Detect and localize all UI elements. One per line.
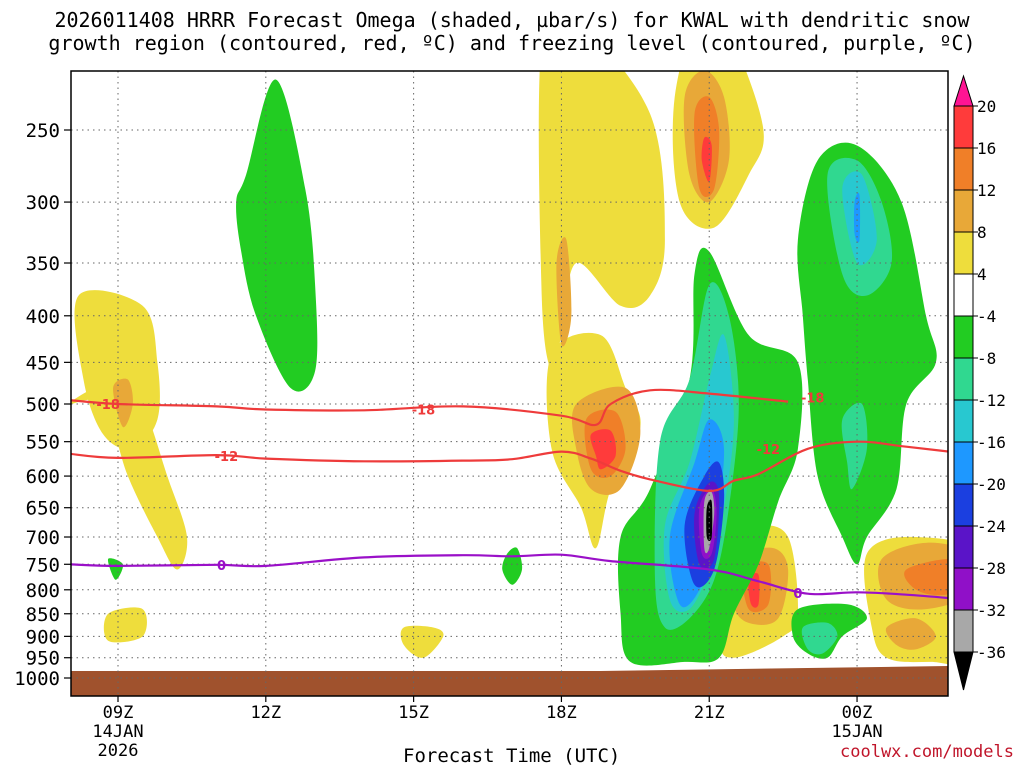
y-tick-label: 600: [26, 466, 60, 488]
contour-label: -18: [96, 398, 120, 413]
colorbar-segment: [953, 147, 974, 191]
contour-layer: -18 -18 -18 -12 -12 0 0: [71, 388, 948, 602]
colorbar-segment: [953, 483, 974, 527]
colorbar-segment: [953, 609, 974, 653]
colorbar-label: 8: [977, 223, 987, 242]
colorbar-label: -32: [977, 601, 1006, 620]
colorbar-label: 16: [977, 139, 996, 158]
colorbar-label: 20: [977, 97, 996, 116]
contour-label: -18: [801, 392, 825, 407]
y-tick-label: 500: [26, 394, 60, 416]
temperature-contour--18: [71, 388, 789, 427]
plot-frame: [70, 70, 949, 697]
ground-surface: [71, 666, 948, 696]
colorbar-segment: [953, 231, 974, 275]
omega-shading-layer: [71, 71, 948, 666]
colorbar-segment: [953, 441, 974, 485]
x-tick-label: 15Z: [398, 703, 429, 723]
colorbar-label: -8: [977, 349, 996, 368]
x-tick-label: 15JAN: [831, 722, 882, 742]
x-tick-label: 09Z: [103, 703, 134, 723]
y-tick-label: 800: [26, 580, 60, 602]
omega-colorbar: 20 16 12 8 4 -4 -8 -12 -16 -20 -24 -28 -32 -36: [953, 74, 1006, 691]
colorbar-label: -20: [977, 475, 1006, 494]
y-tick-label: 1000: [14, 668, 60, 690]
colorbar-segment: [953, 399, 974, 443]
colorbar-label: 12: [977, 181, 996, 200]
omega-region--16: [854, 192, 861, 243]
chart-title-line-2: growth region (contoured, red, ºC) and f…: [48, 31, 976, 55]
omega-region-12: [904, 558, 948, 596]
chart-title-line-1: 2026011408 HRRR Forecast Omega (shaded, …: [54, 8, 970, 32]
colorbar-segment: [953, 357, 974, 401]
pressure-axis: 2503003504004505005506006507007508008509…: [14, 120, 71, 690]
omega-region--8: [801, 622, 838, 655]
omega-region--8: [841, 402, 868, 490]
y-tick-label: 700: [26, 527, 60, 549]
y-tick-label: 450: [26, 352, 60, 374]
omega-region-16: [590, 429, 617, 470]
y-tick-label: 400: [26, 306, 60, 328]
colorbar-label: -12: [977, 391, 1006, 410]
omega-region--4: [797, 142, 937, 565]
x-tick-label: 21Z: [694, 703, 725, 723]
colorbar-max-arrow: [953, 74, 974, 107]
omega-region-4: [71, 379, 188, 570]
contour-label: -12: [215, 450, 239, 465]
omega-region--4: [236, 79, 318, 392]
colorbar-label: -24: [977, 517, 1006, 536]
x-tick-label: 00Z: [842, 703, 873, 723]
omega-region-4: [400, 625, 444, 658]
omega-region-4: [538, 71, 665, 373]
colorbar-min-arrow: [953, 651, 974, 691]
y-tick-label: 850: [26, 604, 60, 626]
temperature-contour--12: [71, 440, 948, 493]
x-tick-label: 2026: [98, 741, 139, 761]
y-tick-label: 750: [26, 554, 60, 576]
colorbar-label: -36: [977, 643, 1006, 662]
omega-region--4: [107, 558, 124, 580]
y-tick-label: 550: [26, 432, 60, 454]
x-tick-label: 18Z: [546, 703, 577, 723]
y-tick-label: 350: [26, 253, 60, 275]
colorbar-label: -4: [977, 307, 996, 326]
omega-region--4: [502, 547, 523, 585]
colorbar-segment: [953, 273, 974, 317]
x-axis-title: Forecast Time (UTC): [403, 745, 621, 767]
contour-label: 0: [793, 587, 802, 602]
freezing-contour-0: [71, 553, 948, 600]
y-tick-label: 900: [26, 626, 60, 648]
colorbar-segment: [953, 525, 974, 569]
contour-label: 0: [217, 559, 226, 574]
credit-text: coolwx.com/models: [840, 742, 1014, 762]
colorbar-segment: [953, 315, 974, 359]
omega-region-8: [885, 618, 936, 650]
y-tick-label: 950: [26, 648, 60, 670]
x-tick-label: 14JAN: [92, 722, 143, 742]
ground-layer: [71, 666, 948, 696]
contour-label: -12: [757, 443, 781, 458]
colorbar-label: -28: [977, 559, 1006, 578]
y-tick-label: 650: [26, 498, 60, 520]
y-tick-label: 300: [26, 192, 60, 214]
colorbar-label: 4: [977, 265, 987, 284]
omega-region-4: [74, 290, 160, 450]
colorbar-segment: [953, 105, 974, 149]
colorbar-segment: [953, 189, 974, 233]
omega-region--36: [706, 499, 713, 542]
x-tick-label: 12Z: [250, 703, 281, 723]
omega-region-4: [103, 607, 147, 643]
contour-label: -18: [412, 403, 436, 418]
colorbar-label: -16: [977, 433, 1006, 452]
omega-region-8: [556, 237, 572, 347]
colorbar-segment: [953, 567, 974, 611]
y-tick-label: 250: [26, 120, 60, 142]
